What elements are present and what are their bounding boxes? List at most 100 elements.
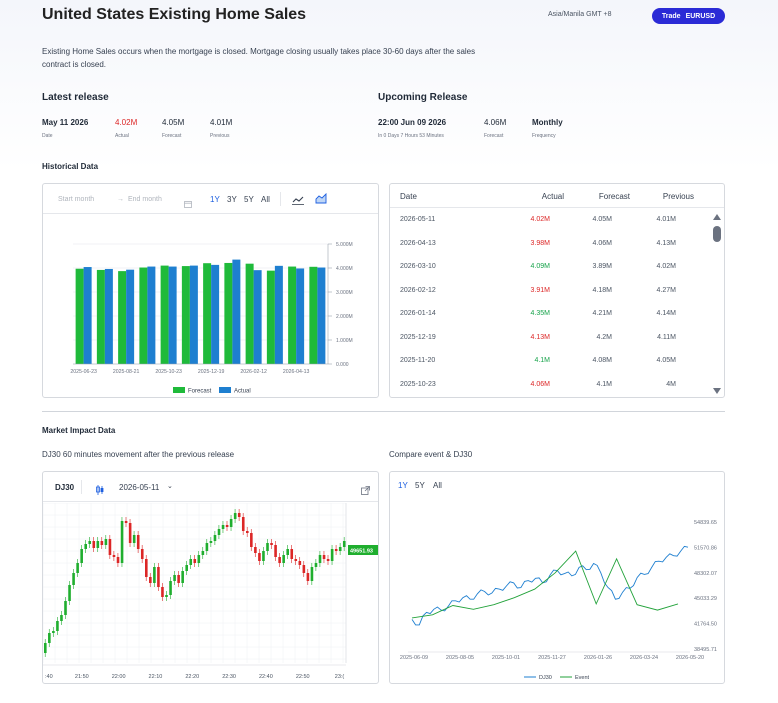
candle-body bbox=[266, 543, 269, 551]
historical-data-heading: Historical Data bbox=[42, 162, 99, 171]
cell-date: 2025-12-19 bbox=[400, 333, 436, 341]
x-tick-label: 2026-05-20 bbox=[676, 655, 704, 661]
latest-previous: 4.01M bbox=[210, 118, 233, 127]
cell-date: 2026-02-12 bbox=[400, 286, 436, 294]
dj30-caption: DJ30 60 minutes movement after the previ… bbox=[42, 450, 235, 459]
candle-body bbox=[140, 549, 144, 559]
external-link-icon[interactable] bbox=[361, 482, 370, 500]
upcoming-time: 22:00 Jun 09 2026 bbox=[378, 118, 447, 127]
y-tick-label: 51570.86 bbox=[694, 545, 717, 551]
bar-forecast-2026-03-10 bbox=[266, 270, 275, 364]
cell-date: 2026-01-14 bbox=[400, 310, 436, 317]
timezone-label[interactable]: Asia/Manila GMT +8 bbox=[548, 11, 612, 18]
latest-forecast: 4.05M bbox=[162, 118, 185, 127]
table-row: 2026-02-12 3.91M 4.18M 4.27M bbox=[390, 279, 700, 303]
dj30-candle-panel: DJ30 2026-05-11 ⌄ 49651.93:40 21:50 22:00 2… bbox=[42, 471, 379, 684]
cell-forecast: 4.05M bbox=[592, 216, 612, 223]
bar-forecast-2025-08-21 bbox=[118, 271, 127, 364]
bar-actual-2026-05-11 bbox=[317, 267, 326, 364]
candle-body bbox=[120, 521, 124, 563]
bar-actual-2025-06-23 bbox=[83, 267, 92, 364]
table-row: 2025-10-23 4.06M 4.1M 4M bbox=[390, 373, 700, 397]
x-tick-label: 2026-01-26 bbox=[584, 655, 612, 661]
compare-range-all[interactable]: All bbox=[433, 481, 442, 490]
price-tag bbox=[348, 545, 378, 555]
end-month-input[interactable]: End month bbox=[128, 196, 162, 203]
candle-body bbox=[104, 539, 108, 545]
time-tick-label: :40 bbox=[45, 674, 53, 680]
series-line-dj30 bbox=[411, 545, 689, 626]
candle-body bbox=[153, 567, 156, 583]
bar-forecast-2025-11-20 bbox=[181, 266, 190, 364]
bar-forecast-2026-01-14 bbox=[224, 262, 233, 364]
candle-body bbox=[169, 581, 172, 595]
bar-actual-2026-01-14 bbox=[232, 259, 241, 364]
date-select[interactable]: 2026-05-11 bbox=[119, 483, 160, 492]
range-5y-button[interactable]: 5Y bbox=[244, 195, 254, 204]
cell-actual: 4.06M bbox=[530, 380, 550, 388]
latest-date: May 11 2026 bbox=[42, 118, 89, 127]
line-chart-icon[interactable] bbox=[292, 192, 304, 210]
cell-previous: 4.01M bbox=[656, 216, 676, 223]
cell-actual: 4.35M bbox=[530, 310, 550, 317]
bar-actual-2025-11-20 bbox=[189, 265, 198, 364]
time-tick-label: 21:50 bbox=[75, 674, 89, 680]
bar-actual-2025-12-19 bbox=[211, 264, 220, 364]
time-tick-label: 23:( bbox=[335, 674, 345, 680]
toolbar-divider bbox=[81, 480, 82, 494]
compare-range-1y[interactable]: 1Y bbox=[398, 481, 408, 490]
cell-actual: 4.02M bbox=[530, 216, 550, 223]
table-row: 2026-05-11 4.02M 4.05M 4.01M bbox=[390, 208, 700, 232]
start-month-input[interactable]: Start month bbox=[58, 196, 95, 203]
bar-actual-2025-10-23 bbox=[168, 266, 177, 364]
candle-body bbox=[302, 565, 306, 573]
range-all-button[interactable]: All bbox=[261, 195, 270, 204]
toolbar-divider bbox=[280, 192, 281, 206]
legend-actual-label: Actual bbox=[234, 389, 251, 395]
candle-body bbox=[165, 595, 168, 597]
area-chart-icon[interactable] bbox=[315, 191, 327, 209]
candle-body bbox=[330, 549, 334, 561]
candle-body bbox=[161, 587, 164, 597]
y-tick-label: 41764.50 bbox=[694, 622, 717, 628]
candle-body bbox=[306, 573, 310, 581]
candle-body bbox=[193, 559, 197, 563]
candle-body bbox=[197, 555, 201, 563]
range-3y-button[interactable]: 3Y bbox=[227, 195, 237, 204]
compare-range-5y[interactable]: 5Y bbox=[415, 481, 425, 490]
candle-body bbox=[88, 541, 92, 544]
historical-chart-panel: Start month → End month 1Y 3Y 5Y All 0.0… bbox=[42, 183, 379, 398]
page-title: United States Existing Home Sales bbox=[42, 6, 307, 23]
x-tick-label: 2025-08-05 bbox=[446, 655, 474, 661]
candle-body bbox=[237, 513, 241, 517]
cell-previous: 4.02M bbox=[656, 263, 676, 270]
candle-body bbox=[322, 555, 326, 559]
table-header: Date Actual Forecast Previous bbox=[390, 184, 724, 208]
cell-forecast: 4.1M bbox=[596, 380, 612, 388]
candle-body bbox=[177, 575, 180, 583]
col-previous-header: Previous bbox=[662, 192, 694, 201]
candle-body bbox=[136, 535, 140, 549]
candles-icon[interactable] bbox=[96, 482, 104, 500]
table-scrollbar[interactable] bbox=[710, 208, 724, 397]
range-1y-button[interactable]: 1Y bbox=[210, 195, 220, 204]
calendar-icon[interactable] bbox=[184, 195, 192, 213]
candle-body bbox=[290, 549, 294, 559]
bar-actual-2025-09-25 bbox=[147, 266, 156, 364]
bar-actual-2025-08-21 bbox=[126, 269, 135, 364]
latest-previous-label: Previous bbox=[210, 133, 230, 139]
price-tag-label: 49651.93 bbox=[350, 549, 373, 555]
candle-body bbox=[209, 541, 213, 543]
table-row: 2025-12-19 4.13M 4.2M 4.11M bbox=[390, 326, 700, 350]
cell-forecast: 4.06M bbox=[592, 239, 612, 247]
trade-button[interactable]: Trade EURUSD bbox=[652, 8, 725, 24]
candle-body bbox=[233, 513, 237, 519]
candle-body bbox=[282, 555, 285, 563]
table-row: 2026-04-13 3.98M 4.06M 4.13M bbox=[390, 232, 700, 256]
candle-body bbox=[145, 559, 148, 577]
candle-body bbox=[334, 549, 338, 551]
candle-body bbox=[342, 541, 346, 547]
legend-forecast-swatch bbox=[173, 387, 185, 393]
chevron-down-icon[interactable]: ⌄ bbox=[167, 483, 173, 490]
candle-body bbox=[80, 549, 83, 563]
